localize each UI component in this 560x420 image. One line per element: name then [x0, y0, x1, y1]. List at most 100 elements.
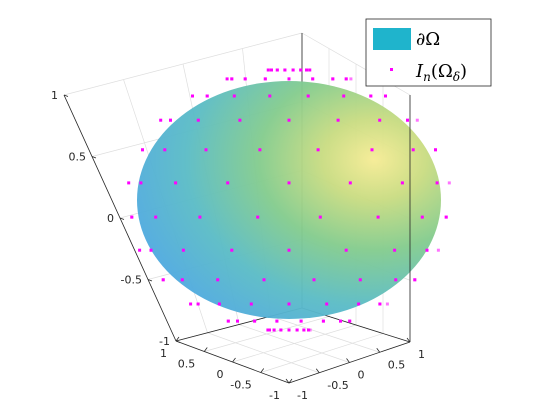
- data-point: [336, 118, 340, 122]
- data-point: [344, 248, 348, 252]
- data-point: [243, 77, 247, 81]
- legend-label-points: In(Ωδ): [415, 61, 467, 84]
- data-point: [342, 94, 346, 98]
- data-point: [226, 181, 230, 185]
- data-point: [420, 215, 424, 219]
- data-point: [291, 68, 295, 72]
- data-point: [275, 319, 279, 323]
- data-point: [266, 68, 270, 72]
- data-point: [191, 94, 194, 98]
- data-point: [230, 248, 234, 252]
- data-point: [180, 278, 184, 282]
- data-point: [400, 181, 404, 185]
- data-point: [256, 215, 260, 219]
- data-point: [394, 278, 398, 282]
- x-tick-label: -0.5: [230, 379, 251, 392]
- grid-line: [63, 32, 303, 96]
- data-point: [189, 302, 193, 306]
- grid-line: [260, 333, 384, 373]
- data-point: [154, 215, 158, 219]
- data-point: [139, 181, 143, 185]
- data-point: [283, 68, 287, 72]
- data-point: [393, 248, 397, 252]
- data-point: [238, 118, 242, 122]
- data-point: [447, 181, 451, 185]
- x-tick: [175, 336, 180, 342]
- legend-label-surface: ∂Ω: [416, 29, 440, 50]
- data-point: [216, 278, 220, 282]
- data-point: [325, 302, 329, 306]
- data-point: [307, 328, 310, 332]
- z-tick: [91, 156, 97, 159]
- data-point: [272, 328, 276, 332]
- axis-frame-front: [63, 94, 411, 384]
- point-cloud-front: [127, 68, 448, 332]
- y-tick: [406, 337, 411, 343]
- data-point: [196, 118, 200, 122]
- x-tick: [203, 347, 208, 352]
- data-point: [411, 148, 415, 152]
- data-point: [279, 328, 283, 332]
- x-tick-label: 1: [160, 347, 167, 360]
- data-point: [262, 278, 266, 282]
- data-point: [196, 302, 200, 306]
- data-point: [258, 148, 262, 152]
- data-point: [198, 215, 202, 219]
- data-point: [369, 94, 373, 98]
- data-point: [339, 319, 342, 323]
- data-point: [169, 118, 172, 122]
- data-point: [174, 181, 178, 185]
- data-point: [370, 148, 374, 152]
- data-point: [434, 148, 437, 152]
- data-point: [268, 94, 272, 98]
- y-tick-label: -1: [297, 389, 308, 402]
- data-point: [266, 328, 270, 332]
- x-tick: [232, 357, 236, 363]
- data-point: [299, 319, 303, 323]
- z-tick-label: -0.5: [121, 274, 142, 287]
- data-point: [349, 77, 353, 81]
- tick-labels: 10.50-0.5-110.50-0.5-1 -1-0.500.51: [51, 89, 425, 402]
- data-point: [318, 215, 322, 219]
- data-point: [287, 181, 291, 185]
- data-point: [308, 68, 312, 72]
- data-point: [331, 77, 335, 81]
- data-point: [413, 278, 417, 282]
- data-point: [141, 148, 144, 152]
- data-point: [270, 68, 273, 72]
- data-point: [435, 181, 439, 185]
- data-point: [384, 94, 387, 98]
- data-point: [249, 302, 253, 306]
- z-tick-label: 0.5: [69, 151, 87, 164]
- y-tick-label: -0.5: [327, 379, 348, 392]
- data-point: [225, 77, 229, 81]
- data-point: [321, 319, 325, 323]
- y-tick: [285, 378, 290, 384]
- data-point: [275, 68, 279, 72]
- data-point: [436, 248, 440, 252]
- data-point: [205, 94, 209, 98]
- z-tick-label: -1: [159, 335, 170, 348]
- data-point: [163, 148, 167, 152]
- x-tick-label: -1: [269, 389, 280, 402]
- data-point: [385, 302, 389, 306]
- legend-label-points-sub2: δ: [453, 70, 460, 84]
- z-tick-label: 0: [107, 212, 114, 225]
- legend-label-points-sub: n: [423, 70, 431, 84]
- z-tick-label: 1: [51, 89, 58, 102]
- data-point: [127, 181, 131, 185]
- legend-swatch-points: [390, 68, 393, 71]
- data-point: [181, 248, 185, 252]
- data-point: [232, 94, 236, 98]
- data-point: [306, 94, 310, 98]
- z-tick: [175, 340, 181, 343]
- data-point: [357, 302, 361, 306]
- data-point: [130, 215, 134, 219]
- data-point: [316, 148, 320, 152]
- data-point: [302, 328, 306, 332]
- data-point: [253, 319, 257, 323]
- data-point: [311, 77, 315, 81]
- data-point: [287, 328, 291, 332]
- data-point: [444, 215, 448, 219]
